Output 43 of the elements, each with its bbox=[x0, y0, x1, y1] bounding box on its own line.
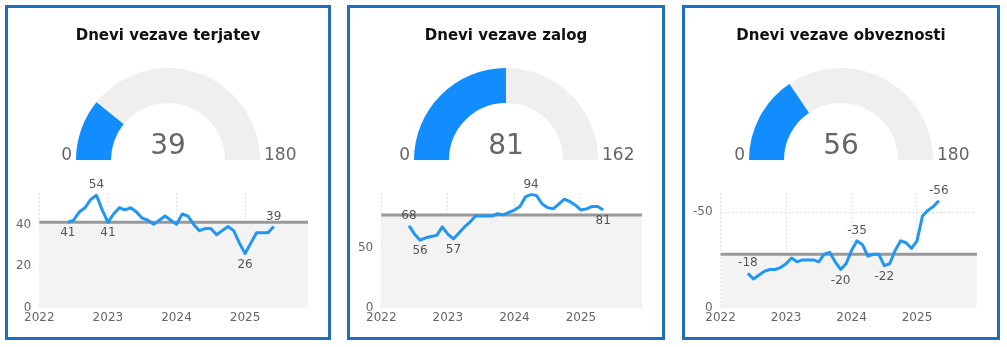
x-tick-label: 2024 bbox=[499, 309, 530, 324]
chart-title: Dnevi vezave zalog bbox=[423, 26, 589, 44]
x-tick-label: 2025 bbox=[229, 309, 261, 324]
text: 39 bbox=[150, 128, 186, 161]
x-tick-label: 2024 bbox=[161, 309, 192, 324]
text: 0 bbox=[399, 144, 410, 164]
data-label: -56 bbox=[929, 182, 949, 197]
data-label: -22 bbox=[874, 268, 895, 283]
x-tick-label: 2022 bbox=[705, 309, 736, 324]
data-label: 57 bbox=[445, 242, 462, 257]
data-label: 41 bbox=[60, 225, 76, 240]
y-tick-label: -50 bbox=[692, 204, 713, 219]
data-label: -20 bbox=[830, 272, 851, 287]
y-tick-label: 50 bbox=[357, 239, 374, 254]
text: 162 bbox=[602, 144, 635, 164]
y-tick-label: 20 bbox=[15, 258, 32, 273]
x-tick-label: 2023 bbox=[432, 309, 464, 324]
y-tick-label: 40 bbox=[15, 216, 32, 231]
data-label: 56 bbox=[412, 243, 428, 258]
data-label: 68 bbox=[401, 207, 417, 222]
x-tick-label: 2023 bbox=[92, 309, 124, 324]
text: 180 bbox=[937, 144, 970, 164]
x-tick-label: 2025 bbox=[565, 309, 597, 324]
x-tick-label: 2023 bbox=[770, 309, 802, 324]
chart-title: Dnevi vezave obveznosti bbox=[735, 26, 947, 44]
data-label: 39 bbox=[266, 208, 282, 223]
data-label: 41 bbox=[100, 225, 116, 240]
data-label: 26 bbox=[237, 256, 253, 271]
x-tick-label: 2022 bbox=[24, 309, 55, 324]
text: 0 bbox=[734, 144, 745, 164]
data-label: 54 bbox=[88, 177, 105, 192]
data-label: 94 bbox=[523, 176, 539, 191]
chart-title: Dnevi vezave terjatev bbox=[74, 26, 262, 44]
text: 180 bbox=[264, 144, 297, 164]
text: 56 bbox=[823, 128, 859, 161]
x-tick-label: 2025 bbox=[901, 309, 933, 324]
x-tick-label: 2024 bbox=[836, 309, 867, 324]
data-label: -18 bbox=[738, 255, 758, 270]
text: 81 bbox=[488, 128, 524, 161]
data-label: -35 bbox=[847, 222, 867, 237]
text: 0 bbox=[61, 144, 72, 164]
x-tick-label: 2022 bbox=[366, 309, 397, 324]
data-label: 81 bbox=[595, 213, 611, 228]
